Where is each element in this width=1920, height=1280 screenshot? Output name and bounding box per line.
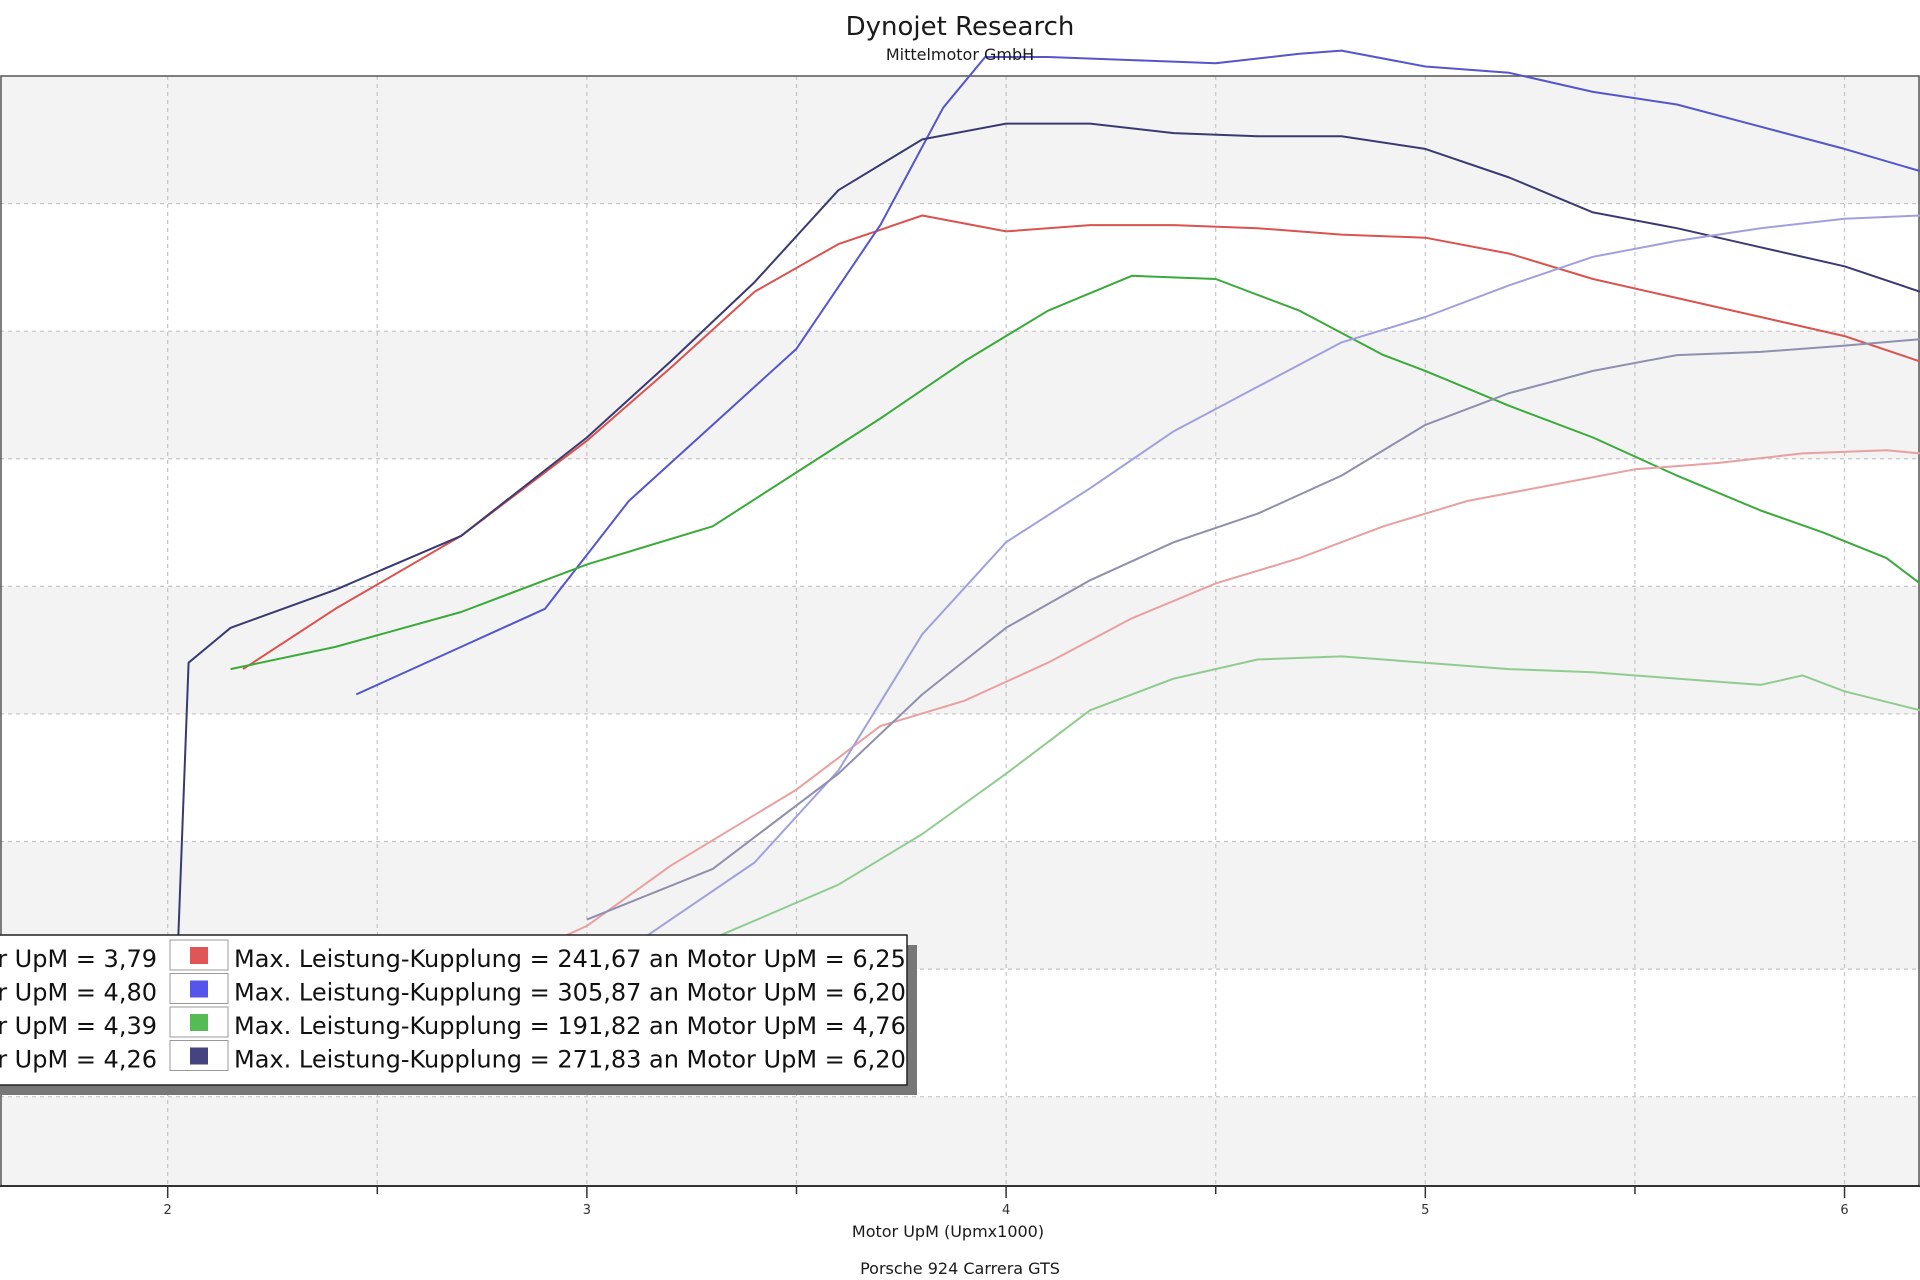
x-tick-label: 6	[1840, 1203, 1848, 1218]
series-lines	[175, 49, 1920, 996]
series-line-light_green	[586, 655, 1920, 981]
series-line-light_blue	[586, 214, 1920, 978]
legend-swatch	[190, 947, 208, 964]
x-tick-label: 4	[1002, 1203, 1010, 1218]
chart-footer: Porsche 924 Carrera GTS	[860, 1259, 1060, 1278]
x-axis: 2 3 4 5 6	[0, 1185, 1920, 1218]
legend-label: Max. Leistung-Kupplung = 305,87 an Motor…	[234, 979, 906, 1007]
grid	[0, 76, 1920, 1186]
legend: r UpM = 3,79 r UpM = 4,80 r UpM = 4,39 r Up…	[0, 934, 917, 1095]
legend-left-fragment: r UpM = 4,26	[0, 1046, 157, 1074]
series-line-light_navy	[586, 338, 1920, 921]
grid-band	[0, 331, 1920, 459]
series-line-light_red	[502, 449, 1920, 965]
series-line-blue	[355, 49, 1920, 696]
series-line-red	[242, 214, 1920, 670]
legend-label: Max. Leistung-Kupplung = 271,83 an Motor…	[234, 1046, 906, 1074]
x-tick-label: 2	[164, 1203, 172, 1218]
legend-left-fragment: r UpM = 4,39	[0, 1012, 157, 1040]
x-tick-label: 5	[1421, 1203, 1429, 1218]
legend-swatch	[190, 1047, 208, 1065]
chart-subtitle: Mittelmotor GmbH	[886, 45, 1034, 64]
plot-background	[0, 76, 1920, 1186]
x-axis-label: Motor UpM (Upmx1000)	[852, 1222, 1044, 1241]
grid-band	[0, 1096, 1920, 1186]
legend-swatch	[190, 1014, 208, 1031]
legend-label: Max. Leistung-Kupplung = 191,82 an Motor…	[234, 1012, 906, 1040]
grid-band	[0, 586, 1920, 714]
legend-box	[0, 934, 908, 1086]
legend-left-fragment: r UpM = 4,80	[0, 979, 157, 1007]
legend-swatch	[190, 980, 208, 998]
legend-left-fragment: r UpM = 3,79	[0, 945, 157, 973]
x-tick-label: 3	[583, 1203, 591, 1218]
chart-title: Dynojet Research	[846, 12, 1075, 42]
grid-band	[0, 76, 1920, 204]
series-line-green	[230, 274, 1920, 671]
series-line-navy	[175, 122, 1920, 996]
legend-label: Max. Leistung-Kupplung = 241,67 an Motor…	[234, 945, 906, 973]
